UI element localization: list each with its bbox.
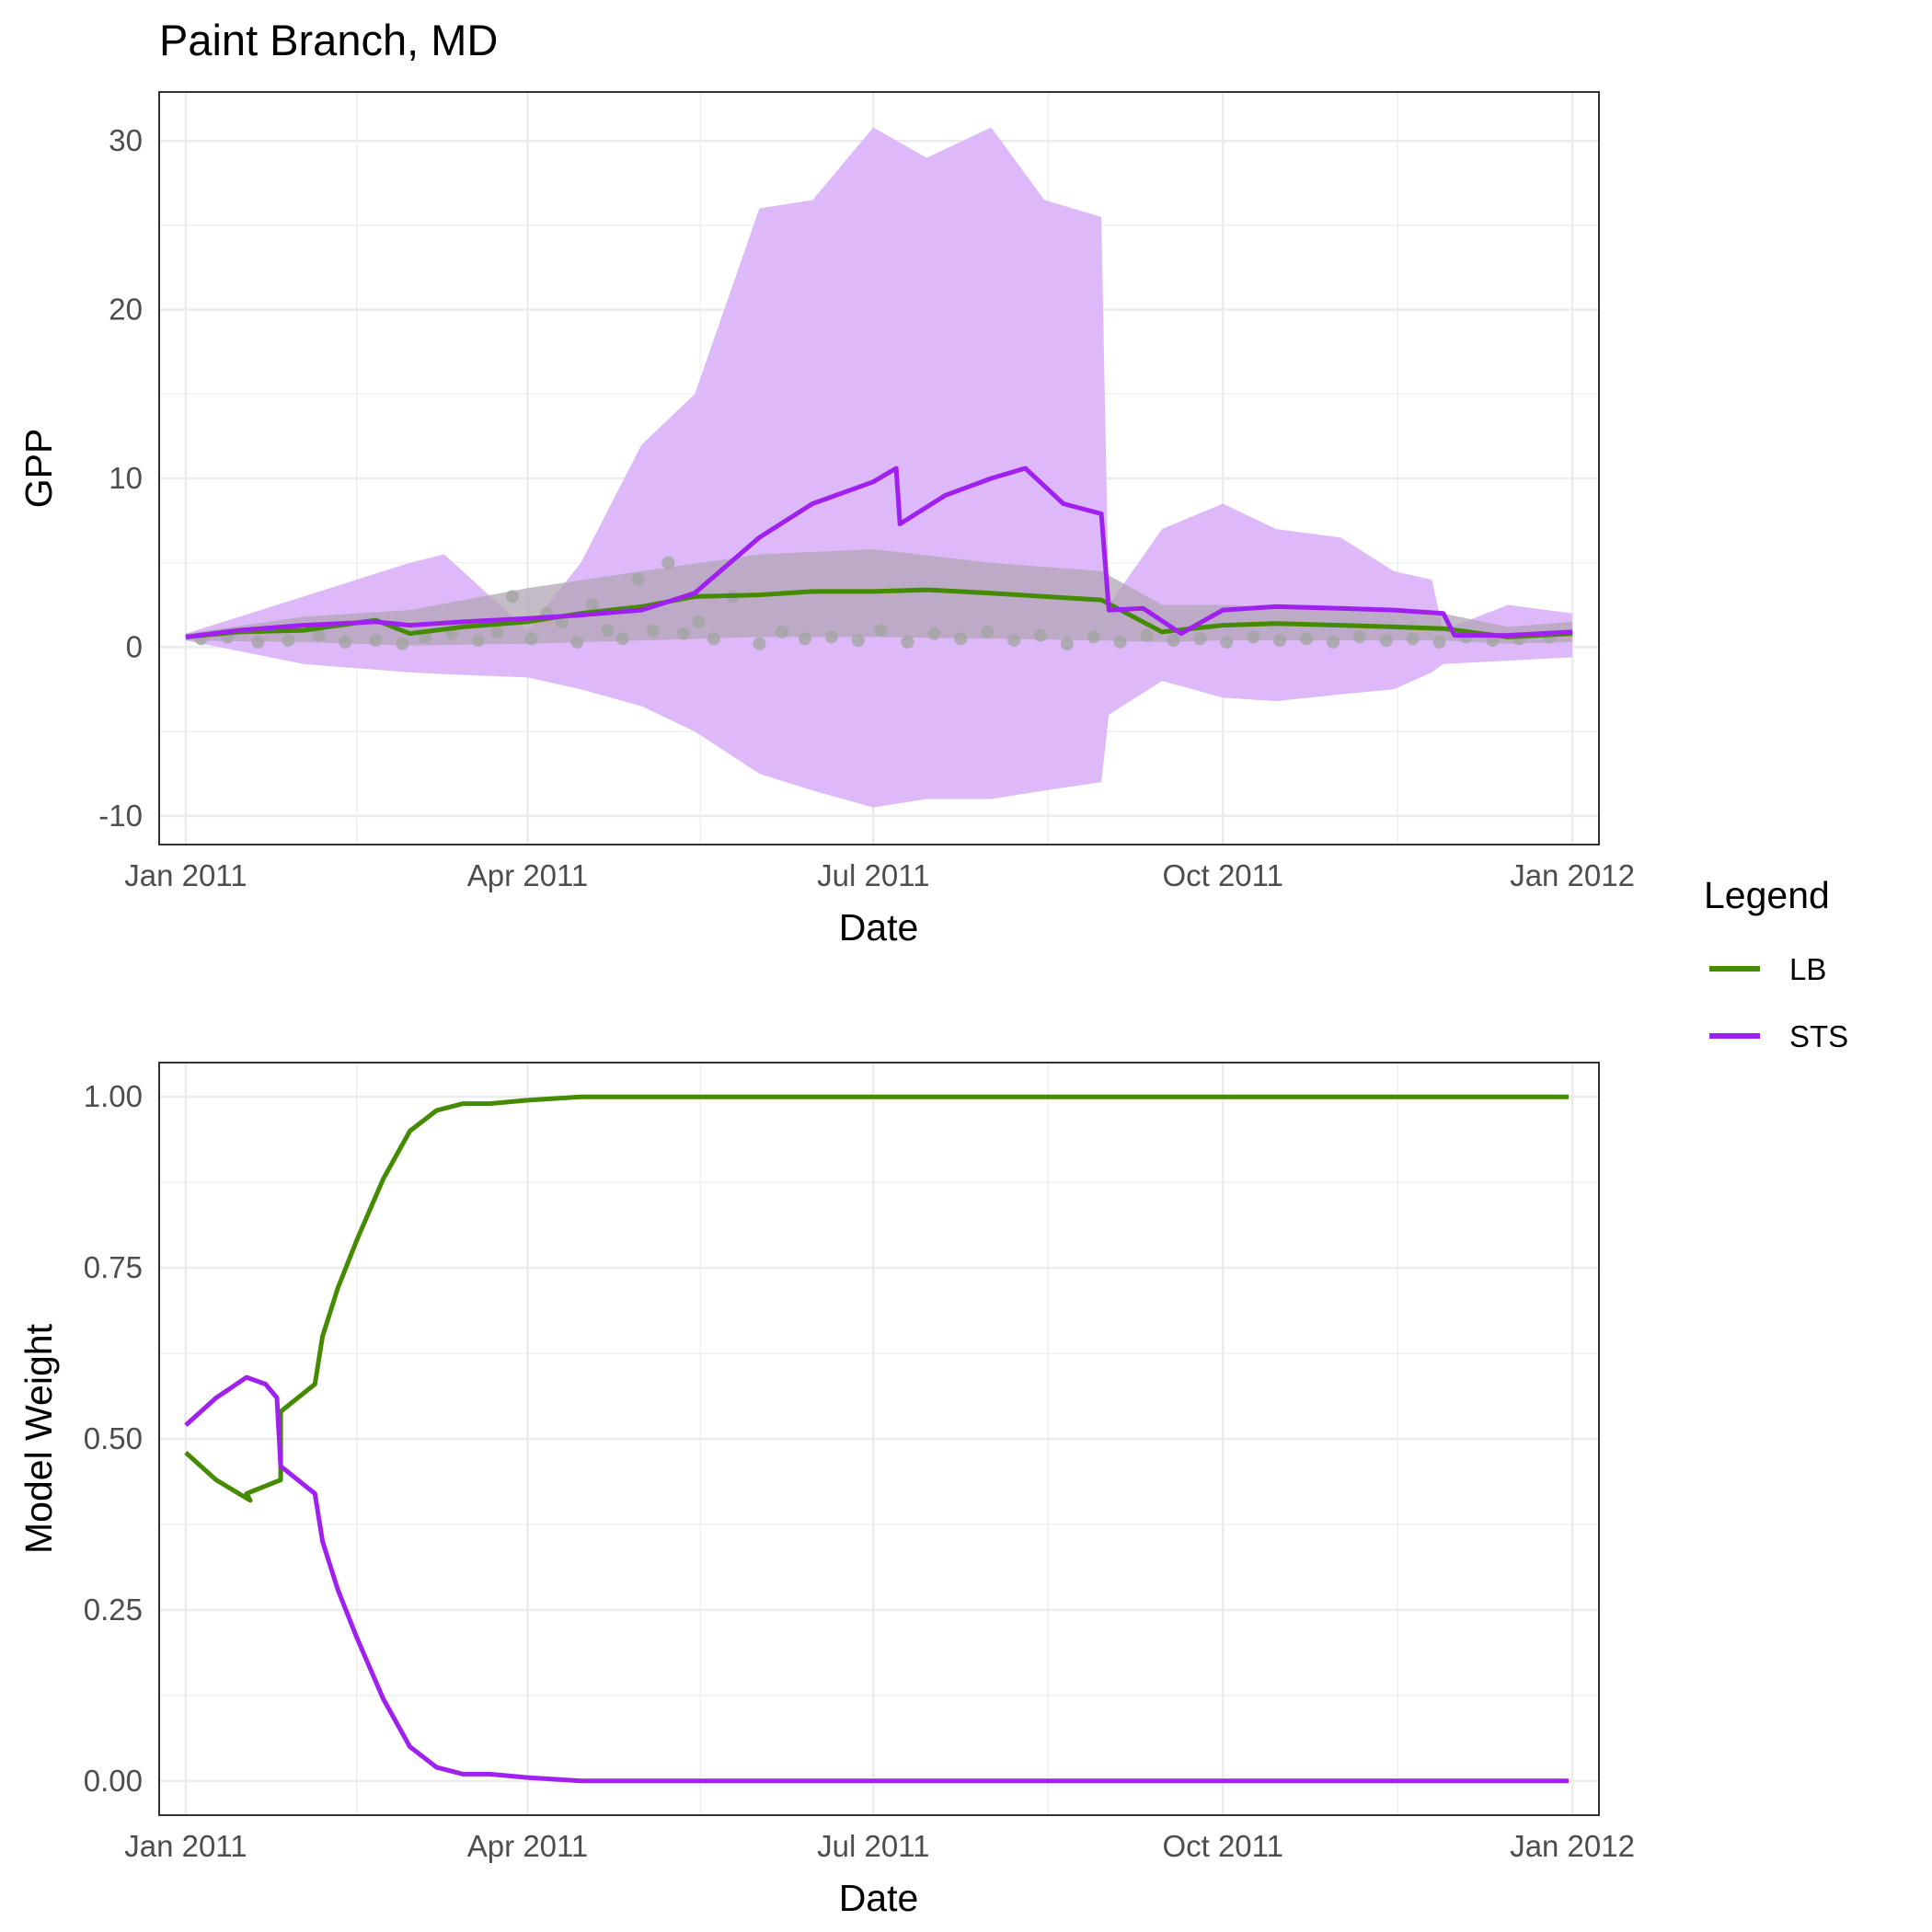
y-tick-label: 0 [126,629,143,663]
observed-point [524,632,538,646]
observed-point [676,627,690,640]
y-tick-label: 0.50 [84,1421,143,1455]
y-tick-label: -10 [98,799,143,833]
x-tick-label: Jan 2011 [124,1829,247,1863]
observed-point [776,625,789,638]
gpp-series-lines [185,466,1573,639]
observed-point [798,632,811,646]
series-line-lb [185,587,1573,639]
x-tick-label: Oct 2011 [1162,1829,1282,1863]
weight-x-axis-title: Date [839,1877,919,1919]
observed-point [471,634,485,648]
weight-x-axis: Jan 2011 Apr 2011 Jul 2011 Oct 2011 Jan … [124,1829,1635,1863]
observed-point [851,634,865,648]
observed-point [1220,635,1234,649]
series-line-lb [184,1094,1569,1503]
observed-point [1140,628,1154,642]
observed-point [570,635,584,649]
y-tick-label: 0.00 [84,1764,143,1798]
observed-point [661,556,675,569]
gpp-observed-points [194,556,1557,650]
observed-point [1247,630,1260,644]
observed-point [251,635,265,649]
observed-point [1432,635,1446,649]
observed-point [1060,637,1074,650]
observed-point [585,598,599,612]
observed-point [1352,630,1366,644]
y-tick-label: 0.25 [84,1593,143,1627]
observed-point [396,637,409,650]
observed-point [490,625,504,638]
weight-panel: 0.00 0.25 0.50 0.75 1.00 Jan 2011 Apr 20… [17,1062,1635,1919]
observed-point [339,635,352,649]
weight-y-axis-title: Model Weight [17,1323,60,1554]
observed-point [1273,634,1287,648]
observed-point [1193,632,1207,646]
x-tick-label: Jan 2011 [124,858,247,892]
gpp-x-axis-title: Date [839,906,919,949]
observed-point [1379,634,1393,648]
observed-point [707,632,720,646]
x-tick-label: Oct 2011 [1162,858,1282,892]
gpp-panel: -10 0 10 20 30 Jan 2011 Apr 2011 Jul 201… [17,91,1635,949]
observed-point [874,624,888,638]
gpp-y-axis-title: GPP [17,429,60,509]
observed-point [369,634,383,648]
legend-label-lb: LB [1789,952,1826,986]
observed-point [1033,628,1047,642]
y-tick-label: 1.00 [84,1079,143,1113]
observed-point [1113,635,1127,649]
y-tick-label: 20 [109,293,143,327]
series-line-sts [185,466,1573,639]
observed-point [282,634,295,648]
observed-point [1167,634,1180,648]
observed-point [753,637,766,650]
observed-point [646,624,660,638]
observed-point [954,632,968,646]
y-tick-label: 30 [109,123,143,157]
observed-point [1406,632,1420,646]
x-tick-label: Apr 2011 [467,1829,588,1863]
observed-point [631,573,645,587]
observed-point [927,627,941,640]
observed-point [901,635,914,649]
y-tick-label: 10 [109,461,143,495]
observed-point [1326,635,1340,649]
legend: Legend LB STS [1704,874,1848,1053]
observed-point [981,625,995,638]
gpp-panel-border [158,91,1600,845]
observed-point [506,590,520,604]
series-line-sts [184,1374,1569,1784]
observed-point [601,624,615,638]
observed-point [824,630,838,644]
observed-point [615,632,629,646]
weight-panel-border [158,1062,1600,1816]
weight-y-axis: 0.00 0.25 0.50 0.75 1.00 [84,1079,143,1798]
x-tick-label: Apr 2011 [467,858,588,892]
chart-title: Paint Branch, MD [159,16,498,64]
gpp-x-axis: Jan 2011 Apr 2011 Jul 2011 Oct 2011 Jan … [124,858,1635,892]
observed-point [692,615,706,628]
gpp-y-axis: -10 0 10 20 30 [98,123,143,833]
legend-label-sts: STS [1789,1019,1848,1053]
legend-title: Legend [1704,874,1830,916]
x-tick-label: Jul 2011 [817,1829,929,1863]
weight-series-lines [184,1094,1569,1784]
observed-point [1300,632,1314,646]
observed-point [312,628,326,642]
observed-point [1087,630,1100,644]
observed-point [1007,634,1021,648]
x-tick-label: Jan 2012 [1510,858,1635,892]
y-tick-label: 0.75 [84,1250,143,1284]
x-tick-label: Jan 2012 [1510,1829,1635,1863]
x-tick-label: Jul 2011 [817,858,929,892]
